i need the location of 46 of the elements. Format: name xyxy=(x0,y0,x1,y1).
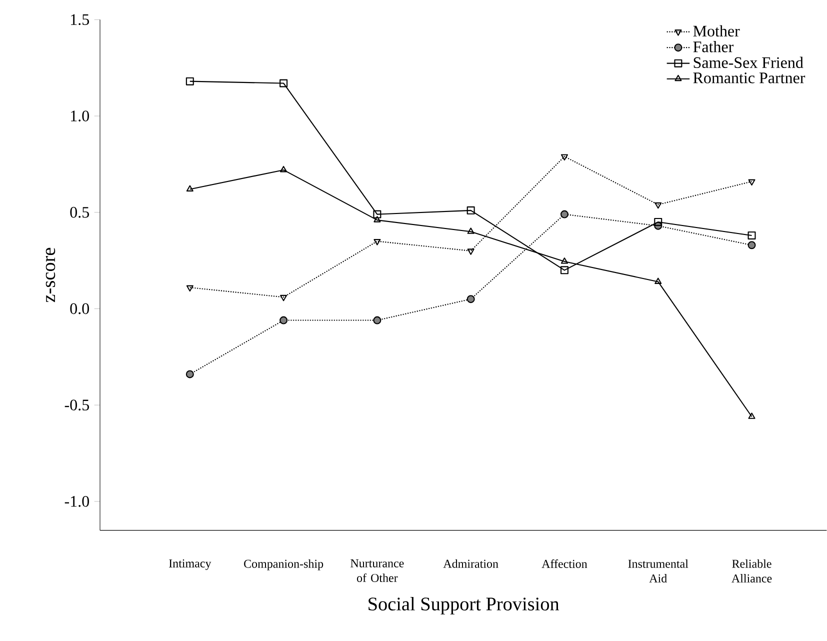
point xyxy=(748,231,756,240)
point xyxy=(280,79,288,88)
y-tick-label: -0.5 xyxy=(64,400,89,410)
point xyxy=(560,210,568,218)
x-tick-label: Nurturance of Other xyxy=(350,559,404,582)
legend-label: Father xyxy=(693,41,734,52)
point xyxy=(186,285,194,292)
point xyxy=(654,278,662,284)
point xyxy=(374,216,381,222)
point xyxy=(186,370,194,378)
y-tick-label: 1.5 xyxy=(71,14,89,26)
point xyxy=(374,238,381,246)
point xyxy=(373,210,382,218)
legend-label: Same-Sex Friend xyxy=(694,56,804,68)
point xyxy=(560,154,568,160)
y-tick-label: -1.0 xyxy=(64,496,89,507)
y-tick-label: 0.0 xyxy=(70,303,89,314)
x-tick-label: Companion-ship xyxy=(244,559,324,570)
point xyxy=(280,316,288,324)
x-tick-label: Intimacy xyxy=(169,559,212,570)
point xyxy=(186,77,194,86)
x-tick-label: Affection xyxy=(542,559,588,568)
x-tick-label: Admiration xyxy=(443,559,498,568)
legend-label: Romantic Partner xyxy=(693,72,806,84)
y-axis-title: z-score xyxy=(46,248,56,302)
point xyxy=(748,241,756,250)
x-axis-title: Social Support Provision xyxy=(368,596,560,614)
point xyxy=(467,248,474,255)
point xyxy=(467,228,474,234)
x-tick-label: Instrumental Aid xyxy=(628,559,688,583)
y-tick-label: 1.0 xyxy=(71,110,89,122)
point xyxy=(654,218,662,226)
point xyxy=(186,185,194,192)
y-tick-label: 0.5 xyxy=(70,206,89,218)
point xyxy=(748,412,756,419)
point xyxy=(654,202,662,209)
point xyxy=(560,266,568,274)
x-tick-label: Reliable Alliance xyxy=(732,559,772,583)
point xyxy=(466,295,475,304)
point xyxy=(280,294,288,302)
point xyxy=(560,258,568,264)
point xyxy=(748,179,756,186)
legend-label: Mother xyxy=(693,25,740,37)
point xyxy=(373,316,382,324)
point xyxy=(466,206,475,214)
point xyxy=(280,166,288,172)
